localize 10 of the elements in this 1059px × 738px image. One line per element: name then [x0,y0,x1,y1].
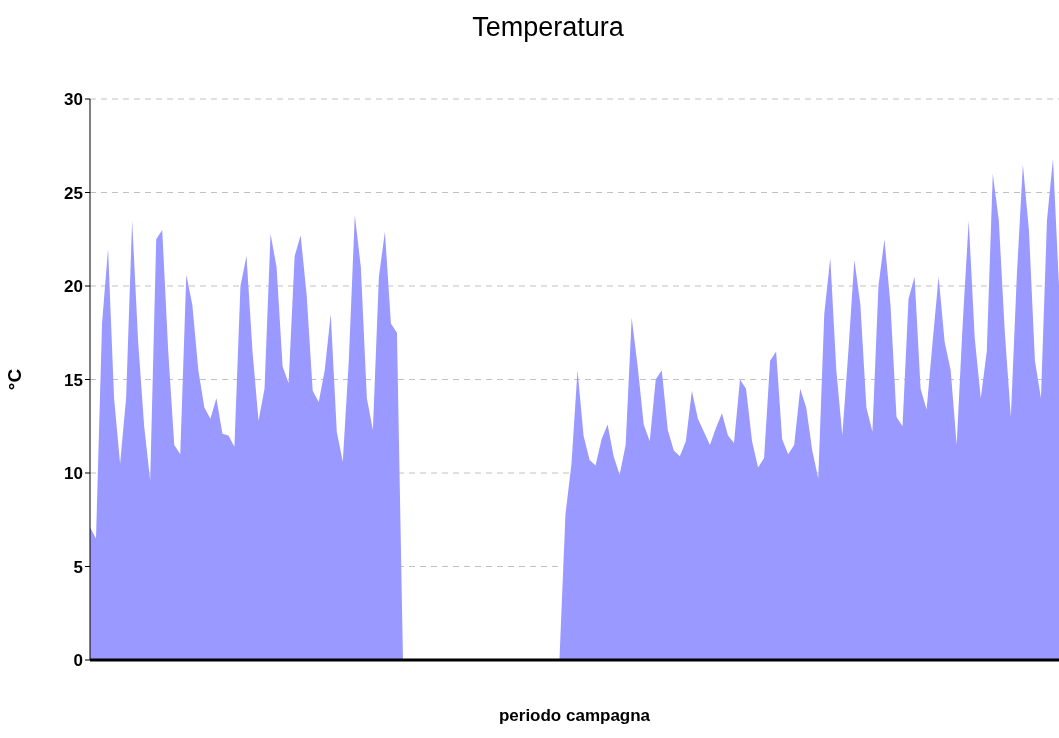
chart-title: Temperatura [471,12,625,43]
y-tick-label: 15 [64,370,83,390]
y-tick-label: 5 [73,557,83,577]
y-axis-title: °C [3,368,25,391]
y-tick-label: 20 [64,277,83,297]
y-tick-label: 10 [64,464,83,484]
x-axis-title: periodo campagna [497,706,652,726]
y-tick-label: 0 [73,651,83,671]
y-tick-label: 25 [64,183,83,203]
y-tick-label: 30 [64,90,83,110]
